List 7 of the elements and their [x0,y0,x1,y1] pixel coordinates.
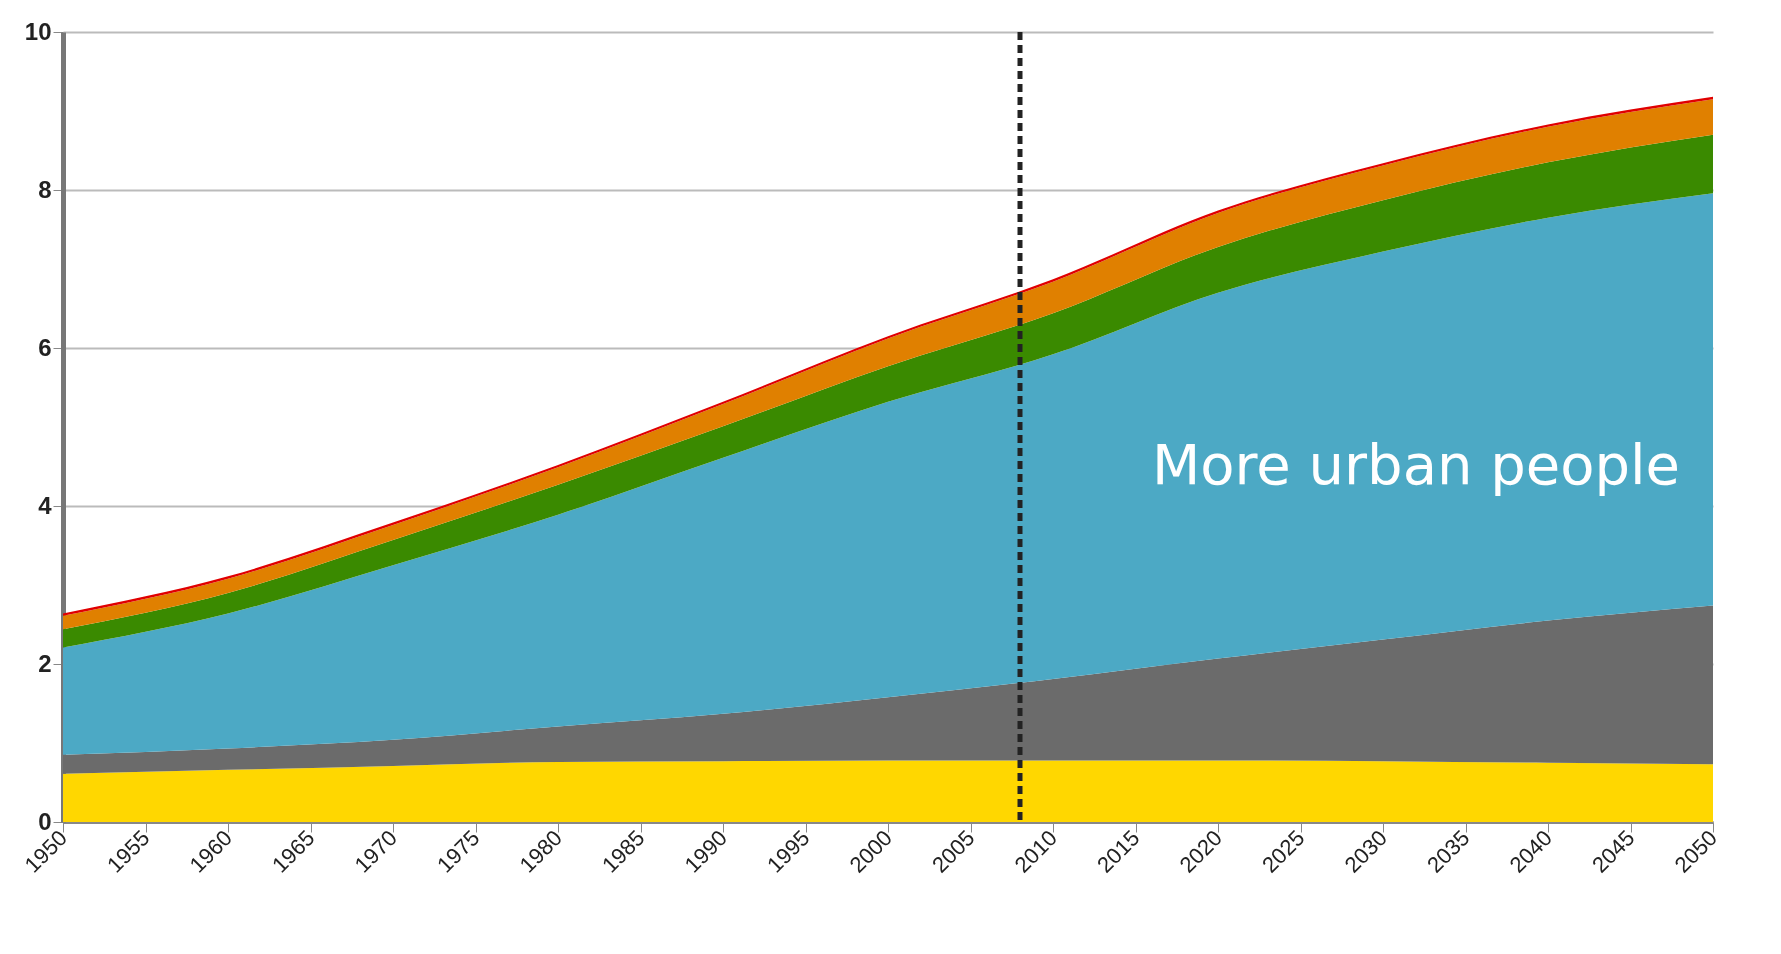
y-tick-label: 10 [24,17,52,45]
y-tick-label: 6 [38,333,52,361]
annotation: More urban people [1151,431,1681,497]
y-tick-label: 2 [38,649,52,677]
y-tick-label: 0 [38,807,52,835]
y-tick-label: 4 [38,491,53,519]
y-tick-label: 8 [38,175,52,203]
